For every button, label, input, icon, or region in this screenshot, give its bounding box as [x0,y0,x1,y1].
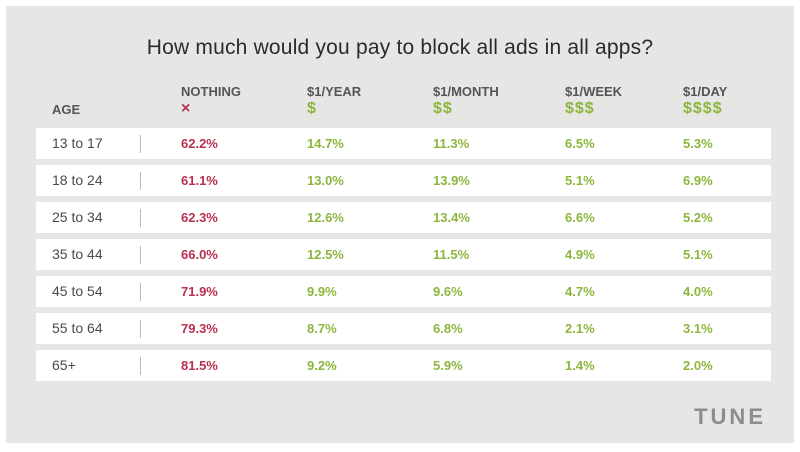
data-value: 12.6% [307,210,344,225]
x-icon: × [181,100,192,117]
data-value: 62.3% [181,210,218,225]
data-value: 8.7% [307,321,337,336]
price-symbol: $ [307,100,317,117]
data-value: 4.9% [565,247,595,262]
column-header-label: $1/YEAR [307,84,362,99]
table-row: 65+ 81.5% 9.2% 5.9% 1.4% 2.0% [36,350,771,381]
data-value: 5.2% [683,210,713,225]
data-value: 6.9% [683,173,713,188]
age-group-label: 45 to 54 [52,283,103,299]
data-value: 66.0% [181,247,218,262]
data-table: 13 to 17 62.2% 14.7% 11.3% 6.5% 5.3% 18 to 24 6… [36,128,771,387]
row-divider [140,357,141,375]
table-row: 35 to 44 66.0% 12.5% 11.5% 4.9% 5.1% [36,239,771,270]
column-header: $1/WEEK $$$ [565,84,622,118]
data-value: 3.1% [683,321,713,336]
data-value: 6.5% [565,136,595,151]
data-value: 5.9% [433,358,463,373]
table-row: 18 to 24 61.1% 13.0% 13.9% 5.1% 6.9% [36,165,771,196]
data-value: 5.1% [565,173,595,188]
data-value: 62.2% [181,136,218,151]
row-divider [140,320,141,338]
column-header-label: NOTHING [181,84,241,99]
age-group-label: 55 to 64 [52,320,103,336]
data-value: 1.4% [565,358,595,373]
row-divider [140,172,141,190]
data-value: 2.0% [683,358,713,373]
table-row: 45 to 54 71.9% 9.9% 9.6% 4.7% 4.0% [36,276,771,307]
data-value: 71.9% [181,284,218,299]
data-value: 9.6% [433,284,463,299]
price-symbol: $$$ [565,100,595,117]
column-header: NOTHING × [181,84,241,118]
data-value: 4.0% [683,284,713,299]
data-value: 2.1% [565,321,595,336]
data-value: 81.5% [181,358,218,373]
table-row: 13 to 17 62.2% 14.7% 11.3% 6.5% 5.3% [36,128,771,159]
data-value: 13.9% [433,173,470,188]
age-group-label: 13 to 17 [52,135,103,151]
price-symbol: $$ [433,100,453,117]
data-value: 79.3% [181,321,218,336]
chart-title: How much would you pay to block all ads … [146,36,654,59]
age-group-label: 25 to 34 [52,209,103,225]
data-value: 5.3% [683,136,713,151]
table-row: 25 to 34 62.3% 12.6% 13.4% 6.6% 5.2% [36,202,771,233]
data-value: 13.0% [307,173,344,188]
data-value: 4.7% [565,284,595,299]
data-value: 5.1% [683,247,713,262]
age-column-header: AGE [52,102,80,117]
column-header-label: $1/MONTH [433,84,499,99]
column-header: $1/MONTH $$ [433,84,499,118]
row-divider [140,246,141,264]
data-value: 12.5% [307,247,344,262]
age-header-label: AGE [52,102,81,117]
age-group-label: 18 to 24 [52,172,103,188]
data-value: 13.4% [433,210,470,225]
price-symbol: $$$$ [683,100,723,117]
row-divider [140,135,141,153]
row-divider [140,209,141,227]
data-value: 14.7% [307,136,344,151]
age-group-label: 65+ [52,357,76,373]
column-header: $1/YEAR $ [307,84,361,118]
column-header: $1/DAY $$$$ [683,84,727,118]
data-value: 11.3% [433,136,470,151]
data-value: 9.2% [307,358,337,373]
table-row: 55 to 64 79.3% 8.7% 6.8% 2.1% 3.1% [36,313,771,344]
data-value: 6.8% [433,321,463,336]
tune-logo: TUNE [694,404,766,429]
row-divider [140,283,141,301]
data-value: 6.6% [565,210,595,225]
column-header-label: $1/DAY [683,84,728,99]
column-header-label: $1/WEEK [565,84,623,99]
data-value: 61.1% [181,173,218,188]
data-value: 9.9% [307,284,337,299]
data-value: 11.5% [433,247,470,262]
age-group-label: 35 to 44 [52,246,103,262]
chart-panel: How much would you pay to block all ads … [6,6,794,443]
